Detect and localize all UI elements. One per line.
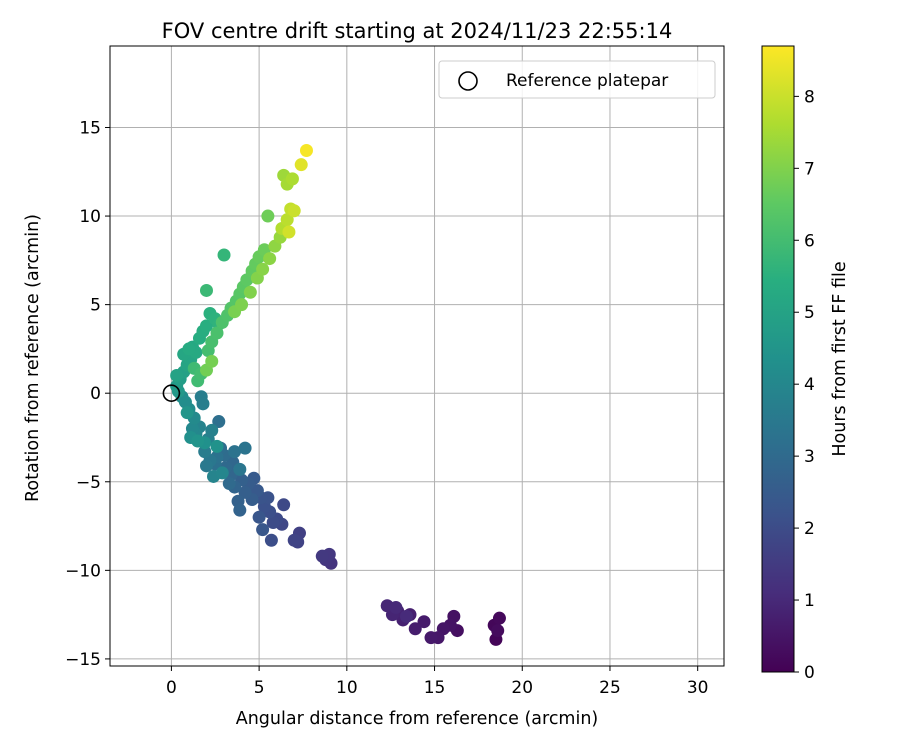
scatter-point [280, 213, 294, 227]
scatter-point [315, 549, 329, 563]
y-tick-label: 5 [90, 296, 101, 316]
colorbar-tick-label: 1 [804, 591, 815, 611]
scatter-point [252, 510, 266, 524]
scatter-point [299, 144, 313, 158]
scatter-point [238, 441, 252, 455]
scatter-point [408, 622, 422, 636]
scatter-point [233, 503, 247, 517]
scatter-points [170, 144, 506, 646]
colorbar-label: Hours from first FF file [830, 261, 850, 456]
x-tick-label: 5 [254, 678, 265, 698]
scatter-point [264, 533, 278, 547]
scatter-point [261, 209, 275, 223]
y-tick-label: −10 [65, 561, 101, 581]
x-tick-label: 20 [511, 678, 533, 698]
scatter-point [282, 225, 296, 239]
colorbar-tick-label: 3 [804, 447, 815, 467]
scatter-point [256, 523, 270, 537]
scatter-point [399, 609, 413, 623]
scatter-point [199, 459, 213, 473]
scatter-point [235, 298, 249, 312]
scatter-point [263, 252, 277, 266]
scatter-point [491, 624, 505, 638]
colorbar: 0 1 2 3 4 5 6 7 8 Hours from first FF file [761, 45, 850, 683]
scatter-point [205, 354, 219, 368]
colorbar-ticks: 0 1 2 3 4 5 6 7 8 [794, 87, 815, 683]
grid-lines [110, 46, 724, 666]
scatter-point [217, 248, 231, 262]
plot-background [110, 46, 724, 666]
scatter-point [294, 158, 308, 172]
colorbar-tick-label: 5 [804, 303, 815, 323]
colorbar-tick-label: 0 [804, 663, 815, 683]
scatter-point [210, 326, 224, 340]
x-tick-label: 10 [336, 678, 358, 698]
colorbar-tick-label: 6 [804, 231, 815, 251]
y-axis-ticks: −15 −10 −5 0 5 10 15 [65, 118, 110, 670]
scatter-point [233, 462, 247, 476]
scatter-point [199, 319, 213, 333]
scatter-point [180, 406, 194, 420]
colorbar-gradient [761, 45, 795, 673]
scatter-point [417, 615, 431, 629]
scatter-point [191, 434, 205, 448]
y-tick-label: 15 [79, 118, 101, 138]
scatter-point [215, 466, 229, 480]
x-tick-label: 30 [687, 678, 709, 698]
scatter-point [266, 516, 280, 530]
y-tick-label: −15 [65, 650, 101, 670]
scatter-point [222, 477, 236, 491]
y-tick-label: −5 [76, 473, 101, 493]
legend-box [438, 60, 716, 99]
scatter-point [228, 445, 242, 459]
scatter-point [182, 342, 196, 356]
scatter-point [212, 415, 226, 429]
scatter-point [238, 485, 252, 499]
legend-entry-reference-platepar: Reference platepar [506, 71, 668, 91]
scatter-point [287, 533, 301, 547]
scatter-point [256, 262, 270, 276]
colorbar-tick-label: 4 [804, 375, 815, 395]
x-tick-label: 25 [599, 678, 621, 698]
x-tick-label: 15 [424, 678, 446, 698]
legend-marker-icon [458, 71, 478, 91]
x-tick-label: 0 [166, 678, 177, 698]
scatter-point [287, 204, 301, 218]
chart-title: FOV centre drift starting at 2024/11/23 … [162, 19, 673, 43]
x-axis-label: Angular distance from reference (arcmin) [236, 709, 599, 729]
colorbar-tick-label: 2 [804, 519, 815, 539]
colorbar-tick-label: 8 [804, 87, 815, 107]
scatter-point [205, 423, 219, 437]
scatter-point [389, 601, 403, 615]
x-axis-ticks: 0 5 10 15 20 25 30 [166, 666, 709, 698]
scatter-point [424, 631, 438, 645]
scatter-point [210, 439, 224, 453]
y-tick-label: 0 [90, 384, 101, 404]
y-tick-label: 10 [79, 207, 101, 227]
reference-platepar-marker [162, 384, 181, 403]
scatter-point [277, 498, 291, 512]
scatter-point [196, 397, 210, 411]
scatter-point [243, 285, 257, 299]
y-axis-label: Rotation from reference (arcmin) [23, 214, 43, 502]
colorbar-tick-label: 7 [804, 159, 815, 179]
scatter-point [170, 368, 184, 382]
scatter-point [285, 172, 299, 186]
scatter-point [492, 611, 506, 625]
legend: Reference platepar [438, 60, 716, 99]
scatter-point [199, 283, 213, 297]
plot-frame [109, 45, 725, 667]
